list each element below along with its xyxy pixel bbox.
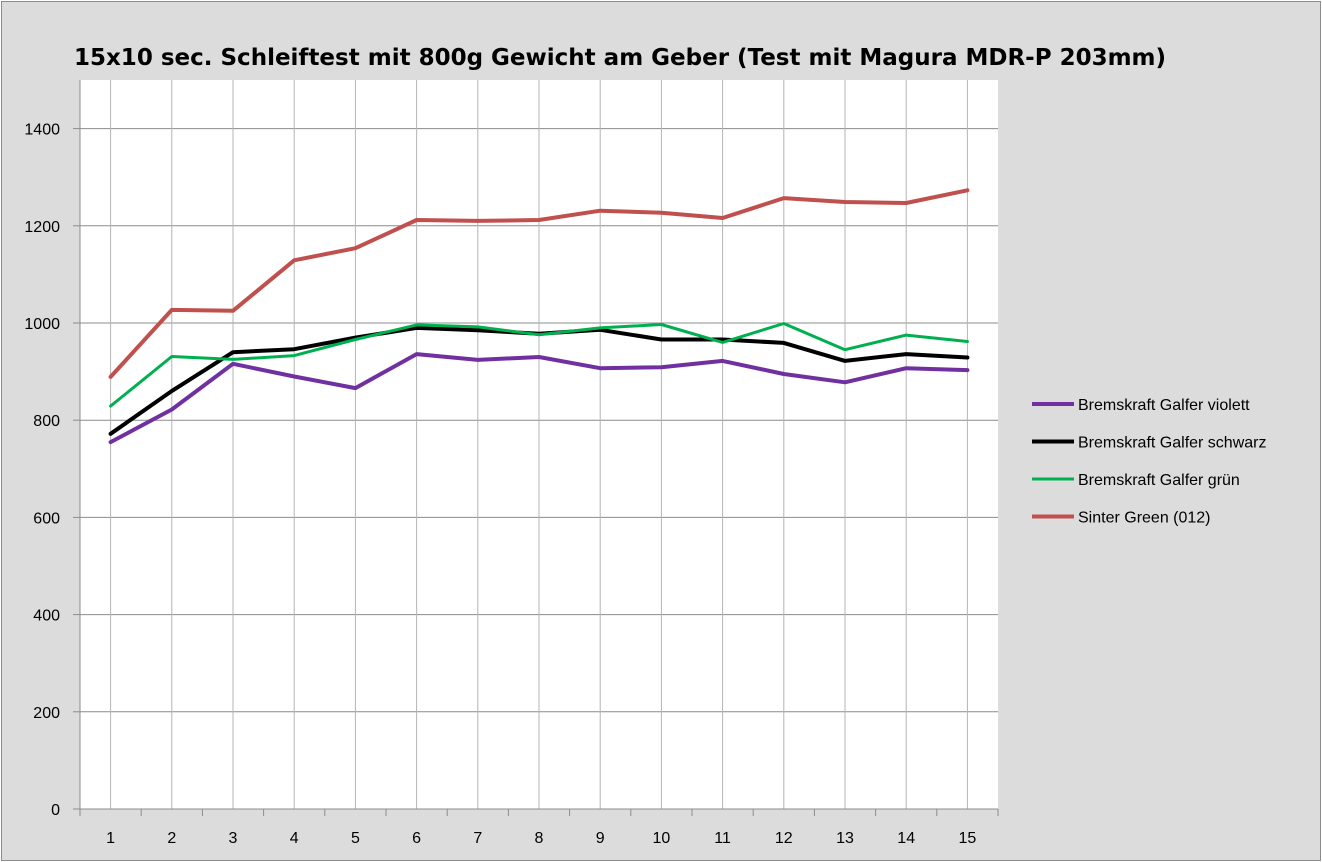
legend-label: Bremskraft Galfer schwarz	[1078, 435, 1266, 452]
y-tick-label: 400	[33, 608, 60, 625]
legend: Bremskraft Galfer violett Bremskraft Galf…	[1032, 397, 1266, 527]
x-tick-label: 3	[229, 830, 238, 847]
series-line-3	[109, 322, 969, 408]
x-tick-label: 12	[775, 830, 793, 847]
x-tick-label: 13	[836, 830, 854, 847]
x-tick-label: 2	[167, 830, 176, 847]
series-line-1	[108, 352, 970, 445]
x-tick-label: 15	[959, 830, 977, 847]
x-tick-label: 10	[653, 830, 671, 847]
y-tick-label: 1400	[24, 122, 60, 139]
y-tick-label: 0	[51, 802, 60, 819]
y-tick-label: 1000	[24, 316, 60, 333]
y-tick-label: 800	[33, 413, 60, 430]
x-tick-label: 5	[351, 830, 360, 847]
legend-label: Bremskraft Galfer grün	[1078, 472, 1240, 489]
series-line-4	[108, 188, 970, 379]
chart-title: 15x10 sec. Schleiftest mit 800g Gewicht …	[74, 45, 1166, 71]
series-layer	[108, 188, 970, 445]
y-tick-label: 200	[33, 705, 60, 722]
y-tick-label: 1200	[24, 219, 60, 236]
grid-layer	[80, 80, 998, 810]
x-tick-label: 6	[412, 830, 421, 847]
x-tick-label: 14	[897, 830, 915, 847]
y-tick-label: 600	[33, 510, 60, 527]
x-tick-label: 9	[596, 830, 605, 847]
legend-label: Bremskraft Galfer violett	[1078, 397, 1250, 414]
x-tick-label: 7	[473, 830, 482, 847]
x-tick-label: 11	[714, 830, 731, 847]
x-tick-label: 1	[106, 830, 115, 847]
x-tick-label: 8	[535, 830, 544, 847]
legend-label: Sinter Green (012)	[1078, 510, 1211, 527]
x-tick-label: 4	[290, 830, 299, 847]
